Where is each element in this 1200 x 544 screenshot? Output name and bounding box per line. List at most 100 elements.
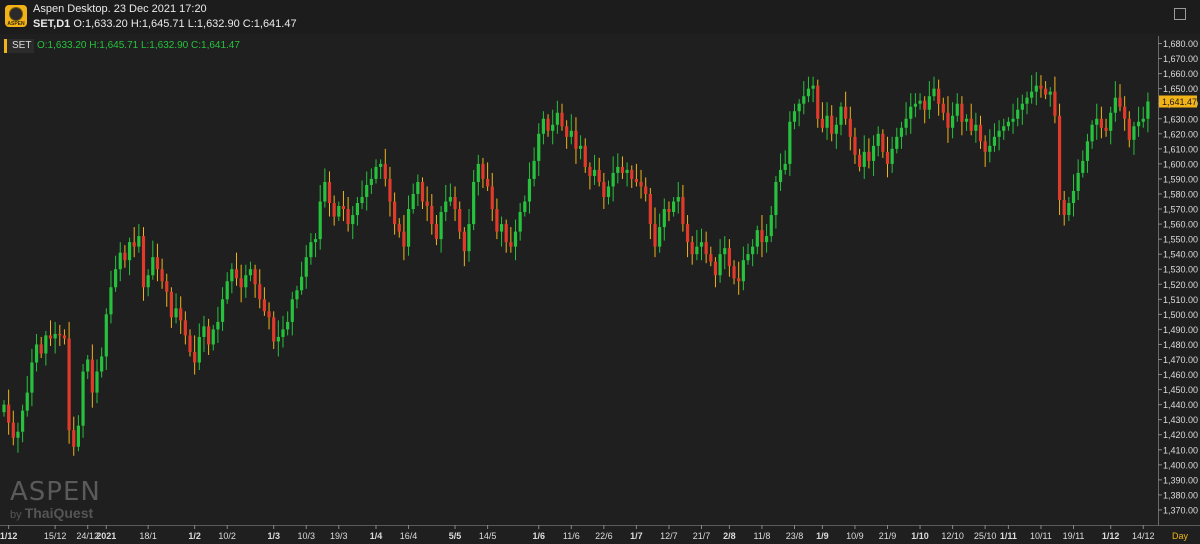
price-tick-label: 1,390.00 <box>1163 475 1198 485</box>
candle-body <box>862 151 866 167</box>
candle-body <box>881 133 885 152</box>
candle-body <box>127 242 132 261</box>
candle-body <box>369 178 373 185</box>
symbol-badge[interactable]: SET <box>4 39 35 53</box>
candle-body <box>216 321 220 330</box>
candle-body <box>816 85 820 119</box>
time-tick-label: 1/12 <box>1102 531 1120 541</box>
candle-body <box>1095 118 1099 125</box>
price-tick-label: 1,510.00 <box>1163 295 1198 305</box>
candle-body <box>867 151 871 161</box>
candle-body <box>1002 126 1006 131</box>
candle-body <box>11 422 15 438</box>
candle-body <box>802 96 806 104</box>
candle-body <box>211 329 215 345</box>
candle-body <box>918 100 922 104</box>
candle-body <box>453 196 457 210</box>
time-tick-label: 2021 <box>96 531 116 541</box>
candle-body <box>160 269 164 282</box>
candle-body <box>523 201 527 213</box>
candle-body <box>620 166 625 173</box>
candle-body <box>406 209 411 247</box>
candle-body <box>193 351 197 363</box>
time-tick-label: 12/10 <box>941 531 964 541</box>
price-tick-label: 1,670.00 <box>1163 54 1198 64</box>
price-tick-label: 1,480.00 <box>1163 340 1198 350</box>
candle-body <box>964 118 969 122</box>
time-tick-label: 2/8 <box>723 531 736 541</box>
candle-body <box>504 224 508 243</box>
candle-body <box>741 260 745 282</box>
candle-body <box>90 359 94 393</box>
candle-body <box>188 335 192 352</box>
candle-body <box>546 118 550 131</box>
candle-body <box>806 88 811 97</box>
candle-body <box>518 212 522 232</box>
price-tick-label: 1,560.00 <box>1163 220 1198 230</box>
candle-body <box>1034 85 1038 92</box>
candle-body <box>467 224 471 252</box>
price-tick-label: 1,610.00 <box>1163 144 1198 154</box>
candle-body <box>588 166 592 176</box>
plot-area[interactable] <box>0 36 1158 525</box>
candle-body <box>937 88 941 104</box>
candle-body <box>858 154 862 167</box>
candle-body <box>48 335 53 339</box>
candle-body <box>890 148 894 164</box>
candle-body <box>476 163 480 182</box>
candle-body <box>313 239 318 243</box>
candle-body <box>346 209 350 225</box>
candle-body <box>1113 97 1117 113</box>
candle-body <box>397 224 401 232</box>
time-tick-label: 19/11 <box>1063 531 1085 541</box>
candle-body <box>230 269 234 282</box>
time-tick-label: 12/7 <box>660 531 678 541</box>
time-tick-label: 19/3 <box>330 531 348 541</box>
candle-body <box>760 230 764 243</box>
price-tick-label: 1,370.00 <box>1163 505 1198 515</box>
candle-body <box>718 254 722 276</box>
candle-body <box>788 121 792 164</box>
candle-body <box>290 299 294 322</box>
candle-body <box>100 356 104 372</box>
candle-body <box>104 314 108 357</box>
price-tick-label: 1,420.00 <box>1163 430 1198 440</box>
time-tick-label: 15/12 <box>44 531 67 541</box>
window-restore-icon[interactable] <box>1174 8 1186 20</box>
candle-body <box>513 231 518 247</box>
candle-body <box>667 209 671 213</box>
time-tick-label: 10/3 <box>297 531 315 541</box>
candle-body <box>992 136 997 146</box>
candle-body <box>318 201 322 240</box>
candle-body <box>67 338 71 431</box>
title-bar: ASPEN Aspen Desktop. 23 Dec 2021 17:20 S… <box>0 0 1200 34</box>
candle-body <box>360 196 364 204</box>
candle-body <box>462 231 466 252</box>
candle-body <box>583 145 587 167</box>
candle-body <box>769 215 773 237</box>
candle-body <box>379 163 383 167</box>
candle-body <box>220 299 225 322</box>
candle-body <box>978 124 983 142</box>
time-tick-label: 1/3 <box>267 531 280 541</box>
candle-body <box>141 236 146 288</box>
price-tick-label: 1,630.00 <box>1163 114 1198 124</box>
candle-body <box>388 178 392 202</box>
candle-body <box>541 118 545 134</box>
candle-body <box>416 181 420 194</box>
candle-body <box>114 269 118 288</box>
candle-body <box>834 124 838 134</box>
candle-body <box>681 196 685 225</box>
last-price-marker <box>1159 95 1197 108</box>
candle-body <box>123 252 127 261</box>
candle-body <box>1025 97 1029 104</box>
candle-body <box>1123 106 1127 119</box>
candle-body <box>825 115 829 128</box>
candle-body <box>778 169 783 182</box>
candle-body <box>658 227 662 247</box>
candle-body <box>602 181 606 197</box>
candle-body <box>527 178 532 202</box>
candle-body <box>974 124 978 131</box>
price-tick-label: 1,540.00 <box>1163 250 1198 260</box>
